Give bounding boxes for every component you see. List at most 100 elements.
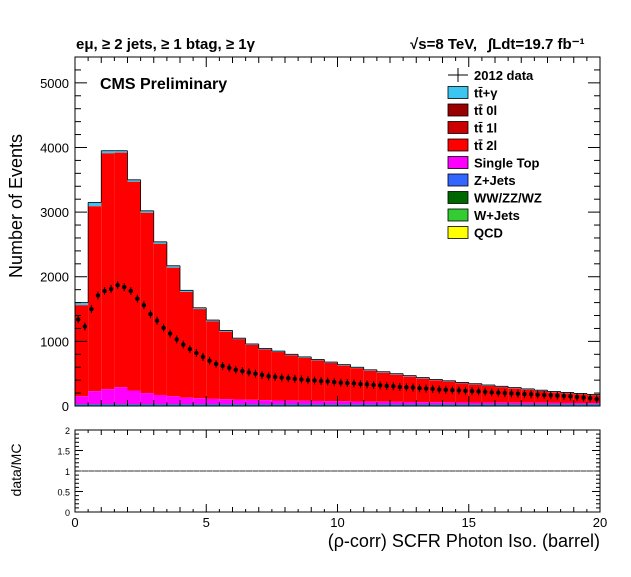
data-point [253,371,258,376]
legend-swatch [447,138,469,152]
bar-ttgamma [180,290,194,292]
data-point [522,391,527,397]
bar-ttgamma [350,367,364,369]
data-point [351,381,357,386]
data-point [410,385,416,390]
bar-single-top [416,402,430,405]
data-point [358,381,363,387]
data-point [548,393,553,398]
main-panel: 0 1000 2000 3000 4000 5000 CMS Preliminary Nu… [6,56,601,414]
bar-single-top [166,396,180,405]
bar-tt2l [455,383,469,403]
bar-zjets [508,404,522,406]
y-axis-label: Number of Events [6,134,26,278]
legend-label: WW/ZZ/WZ [474,191,542,206]
y-tick-label: 2000 [40,270,69,285]
x-tick-label: 5 [203,515,210,530]
data-point [489,390,494,395]
bar-zjets [455,404,469,406]
bar-single-top [547,402,561,405]
bar-tt2l [245,344,259,400]
data-point [246,370,252,375]
bar-tt2l [101,153,115,390]
bar-tt2l [521,389,535,403]
bar-zjets [271,404,285,406]
energy-label: √s=8 TeV, [410,36,477,53]
bar-zjets [298,404,312,406]
bar-ttgamma [127,179,141,182]
bar-zjets [547,404,561,406]
bar-zjets [337,404,351,406]
y-tick-label: 1000 [40,334,69,349]
bar-tt2l [127,181,141,391]
bar-single-top [534,402,548,405]
data-point [76,317,81,322]
legend-label: tt̄ 2l [474,138,497,153]
bar-single-top [337,401,351,405]
bar-ttgamma [481,384,495,386]
data-point [181,342,186,347]
data-point [430,386,435,392]
bar-ttgamma [311,359,325,361]
bar-single-top [390,401,404,405]
legend-label: Single Top [474,156,540,171]
data-point [82,324,88,329]
bar-ttgamma [455,382,469,384]
data-point [141,302,147,308]
bar-zjets [560,404,574,406]
bar-single-top [376,401,390,405]
bar-ttgamma [390,373,404,375]
data-point [364,382,370,387]
legend-label: tt̄ 1l [474,121,497,136]
data-point [135,296,140,301]
bar-single-top [114,387,128,405]
bar-ttgamma [219,330,233,332]
ratio-panel: 0 5 10 15 20 0 0.5 1 1.5 2 data/MC (ρ-corr) SCFR… [8,426,607,551]
data-point [535,392,540,397]
bar-tt2l [390,374,404,402]
bar-ttgamma [324,362,338,364]
bar-ttgamma [429,379,443,381]
bar-tt2l [271,352,285,401]
data-point [332,379,337,385]
data-point [509,391,514,396]
data-point [528,392,534,397]
bar-ttgamma [521,388,535,390]
data-point [312,378,317,383]
bar-ttgamma [166,265,180,268]
bar-zjets [534,404,548,406]
stacked-histogram [75,150,600,406]
data-point [279,375,284,380]
data-point [292,376,298,382]
bar-zjets [206,404,220,406]
bar-single-top [481,402,495,405]
data-point [174,337,179,342]
bar-single-top [573,403,587,405]
data-point [259,372,265,378]
bar-zjets [127,404,141,406]
bar-tt2l [534,391,548,403]
data-point [555,393,560,398]
bar-tt2l [180,291,194,398]
data-point [456,388,462,393]
legend-label: tt̄ 0l [474,103,497,118]
data-point [240,368,245,374]
bar-tt2l [560,393,574,403]
bar-single-top [232,399,246,405]
bar-tt2l [468,384,482,403]
data-point [476,389,481,394]
data-point [542,392,547,398]
bar-tt2l [153,243,167,396]
bar-tt2l [547,392,561,403]
legend-swatch [447,121,469,134]
data-point [437,387,442,392]
main-y-ticks: 0 1000 2000 3000 4000 5000 [40,56,600,414]
bar-tt2l [416,378,430,403]
bar-single-top [140,393,154,405]
legend-swatch [447,173,469,187]
bar-tt2l [495,387,509,403]
x-axis-label: (ρ-corr) SCFR Photon Iso. (barrel) [328,531,600,551]
bar-single-top [88,391,102,405]
bar-ttgamma [206,320,220,322]
